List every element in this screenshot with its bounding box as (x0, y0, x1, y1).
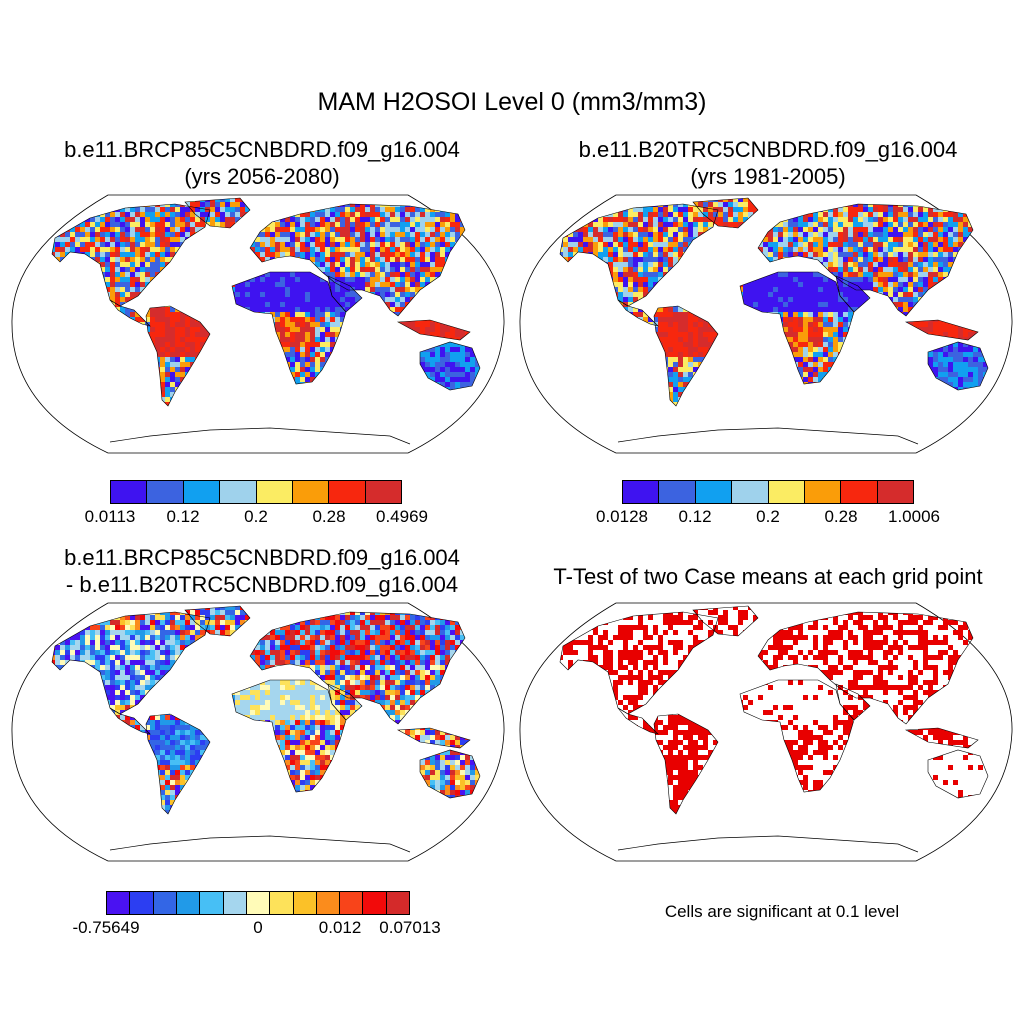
colorbar-label: 0.2 (244, 507, 268, 526)
panel-3-title-line2: - b.e11.B20TRC5CNBDRD.f09_g16.004 (65, 572, 459, 597)
panel-3-title-line1: b.e11.BRCP85C5CNBDRD.f09_g16.004 (64, 545, 460, 570)
panel-3-title: b.e11.BRCP85C5CNBDRD.f09_g16.004 - b.e11… (20, 544, 504, 598)
panel-1-title-line1: b.e11.BRCP85C5CNBDRD.f09_g16.004 (64, 137, 460, 162)
colorbar-swatch (365, 481, 401, 503)
colorbar-swatch (153, 892, 177, 914)
colorbar-label: 0 (253, 918, 263, 937)
colorbar-swatch (623, 481, 660, 503)
colorbar-swatch (220, 481, 257, 503)
panel-2-title-line1: b.e11.B20TRC5CNBDRD.f09_g16.004 (578, 137, 958, 162)
panel-3-colorbar-labels: -0.75649 0 0.012 0.07013 (72, 918, 440, 940)
colorbar-label: 0.28 (824, 507, 858, 526)
colorbar-swatch (293, 892, 317, 914)
panel-1-colorbar (110, 480, 402, 504)
panel-3-map (11, 602, 505, 862)
colorbar-swatch (363, 892, 387, 914)
colorbar-swatch (176, 892, 201, 914)
colorbar-label: 0.28 (312, 507, 346, 526)
colorbar-label: 0.012 (318, 918, 362, 937)
panel-2-colorbar-labels: 0.0128 0.12 0.2 0.28 1.0006 (596, 507, 940, 529)
colorbar-label: -0.75649 (72, 918, 140, 937)
panel-4-title-line1: T-Test of two Case means at each grid po… (553, 564, 983, 589)
colorbar-label: 0.12 (678, 507, 712, 526)
panel-1-colorbar-labels: 0.0113 0.12 0.2 0.28 0.4969 (85, 507, 428, 529)
colorbar-swatch (130, 892, 154, 914)
panel-1-title-line2: (yrs 2056-2080) (184, 164, 340, 189)
panel-1-title: b.e11.BRCP85C5CNBDRD.f09_g16.004 (yrs 20… (20, 136, 504, 190)
colorbar-swatch (329, 481, 366, 503)
panel-3-colorbar (106, 891, 410, 915)
panel-2-map (519, 194, 1013, 454)
colorbar-swatch (111, 481, 148, 503)
colorbar-label: 0.12 (166, 507, 200, 526)
colorbar-label: 0.0113 (84, 507, 136, 526)
colorbar-swatch (223, 892, 247, 914)
colorbar-swatch (256, 481, 293, 503)
colorbar-swatch (659, 481, 696, 503)
colorbar-swatch (768, 481, 805, 503)
main-title: MAM H2OSOI Level 0 (mm3/mm3) (317, 88, 707, 116)
colorbar-label: 0.4969 (376, 507, 428, 526)
colorbar-label: 0.0128 (596, 507, 648, 526)
panel-4-map (519, 602, 1013, 862)
colorbar-swatch (270, 892, 294, 914)
colorbar-swatch (877, 481, 913, 503)
colorbar-swatch (147, 481, 184, 503)
colorbar-swatch (107, 892, 131, 914)
panel-2-title: b.e11.B20TRC5CNBDRD.f09_g16.004 (yrs 198… (526, 136, 1010, 190)
colorbar-swatch (386, 892, 410, 914)
colorbar-swatch (732, 481, 769, 503)
colorbar-label: 0.2 (756, 507, 780, 526)
panel-2-colorbar (622, 480, 914, 504)
colorbar-swatch (340, 892, 364, 914)
colorbar-swatch (316, 892, 341, 914)
colorbar-label: 0.07013 (379, 918, 441, 937)
colorbar-swatch (292, 481, 330, 503)
panel-4-title: T-Test of two Case means at each grid po… (516, 563, 1020, 590)
panel-4-note: Cells are significant at 0.1 level (664, 902, 900, 921)
colorbar-label: 1.0006 (888, 507, 940, 526)
colorbar-swatch (200, 892, 224, 914)
panel-1-map (11, 194, 505, 454)
panel-2-title-line2: (yrs 1981-2005) (690, 164, 846, 189)
colorbar-swatch (804, 481, 842, 503)
colorbar-swatch (183, 481, 221, 503)
colorbar-swatch (841, 481, 878, 503)
colorbar-swatch (695, 481, 733, 503)
colorbar-swatch (246, 892, 271, 914)
